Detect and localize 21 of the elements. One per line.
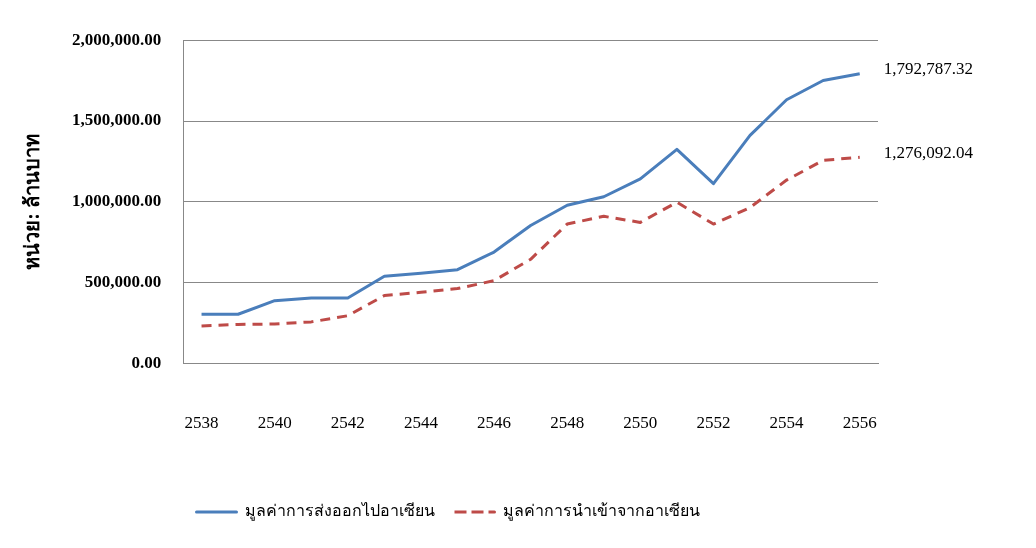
x-tick-label: 2548 [550, 413, 585, 433]
x-tick-label: 2540 [257, 413, 292, 433]
x-tick-label: 2538 [184, 413, 219, 433]
y-tick-label: 500,000.00 [84, 272, 162, 292]
annotation: 1,276,092.04 [883, 142, 974, 162]
x-tick-label: 2550 [623, 413, 658, 433]
y-tick-label: 0.00 [131, 352, 162, 372]
y-tick-label: 1,500,000.00 [72, 110, 162, 130]
annotation: 1,792,787.32 [883, 59, 973, 79]
x-tick-label: 2546 [477, 413, 512, 433]
legend-label: มูลค่าการส่งออกไปอาเซียน [244, 501, 435, 522]
line-series [200, 155, 862, 328]
x-tick-label: 2556 [842, 413, 877, 433]
x-tick-label: 2542 [330, 413, 365, 433]
legend-label: มูลค่าการนำเข้าจากอาเซียน [502, 502, 700, 522]
x-tick-label: 2554 [769, 413, 805, 433]
y-axis-title: หน่วย: ล้านบาท [21, 134, 44, 270]
y-tick-label: 2,000,000.00 [72, 29, 162, 49]
x-tick-label: 2544 [403, 413, 439, 433]
x-tick-label: 2552 [696, 413, 731, 433]
y-tick-label: 1,000,000.00 [72, 191, 162, 211]
